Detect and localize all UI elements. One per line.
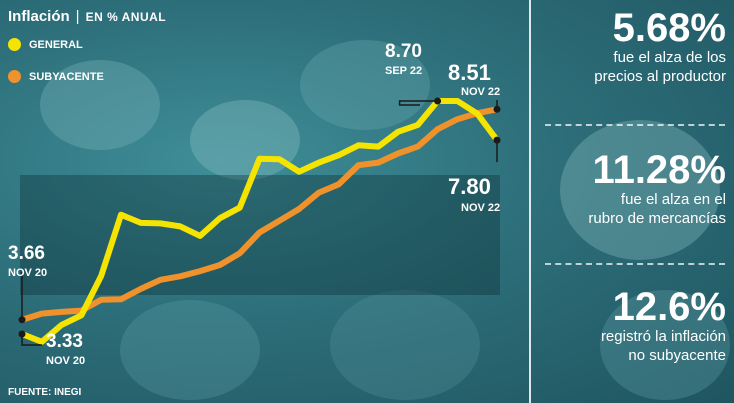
legend-general: GENERAL [8,38,83,51]
title-text: Inflación [8,8,70,25]
annotation-start-general-value: 3.33 [46,331,83,352]
annotation-start-general-date: NOV 20 [46,355,86,367]
produce-decoration [40,60,160,150]
annotation-peak-value: 8.70 [385,41,422,62]
stat-merchandise-line1: fue el alza en el [620,191,726,208]
annotation-marker [493,105,501,113]
legend-general-label: GENERAL [29,38,83,51]
stat-non-core: 12.6% registró la inflación no subyacent… [601,287,726,365]
stat-separator [545,124,725,126]
stat-merchandise-line2: rubro de mercancías [588,210,726,227]
stat-producer-prices-line1: fue el alza de los [613,49,726,66]
annotation-marker [18,316,26,324]
stat-merchandise: 11.28% fue el alza en el rubro de mercan… [588,150,726,228]
produce-decoration [560,120,720,260]
annotation-end-general-date: NOV 22 [461,202,501,214]
legend-subyacente: SUBYACENTE [8,70,104,83]
stat-non-core-value: 12.6% [612,285,726,329]
stat-producer-prices: 5.68% fue el alza de los precios al prod… [594,8,726,86]
produce-decoration [190,100,300,180]
annotation-end-general-value: 7.80 [448,174,491,199]
title-unit: EN % ANUAL [85,10,167,24]
annotation-start-subyacente-value: 3.66 [8,243,45,264]
stat-separator [545,263,725,265]
panel-divider [529,0,531,403]
annotation-marker [493,136,501,144]
produce-decoration [600,290,730,400]
annotation-start-subyacente-date: NOV 20 [8,267,48,279]
stat-non-core-line2: no subyacente [628,347,726,364]
annotation-peak-date: SEP 22 [385,65,423,77]
stat-producer-prices-value: 5.68% [612,6,726,50]
stat-merchandise-value: 11.28% [592,148,726,192]
produce-decoration [300,40,430,130]
annotation-end-subyacente-date: NOV 22 [461,86,501,98]
legend-subyacente-label: SUBYACENTE [29,70,104,83]
annotation-end-subyacente-value: 8.51 [448,60,491,85]
series-line-subyacente [19,106,500,323]
annotation-leader-line [21,334,42,346]
chart-title: Inflación | EN % ANUAL [8,8,167,25]
legend-general-swatch [8,38,21,51]
annotation-leader-line [398,100,438,106]
source-note: FUENTE: INEGI [8,387,82,398]
produce-decoration [330,290,480,400]
series-line-general [19,98,500,345]
stat-non-core-line1: registró la inflación [600,328,726,345]
annotation-marker [434,97,442,105]
legend-subyacente-swatch [8,70,21,83]
produce-decoration [120,300,260,400]
annotation-marker [18,330,26,338]
stat-producer-prices-line2: precios al productor [594,68,726,85]
